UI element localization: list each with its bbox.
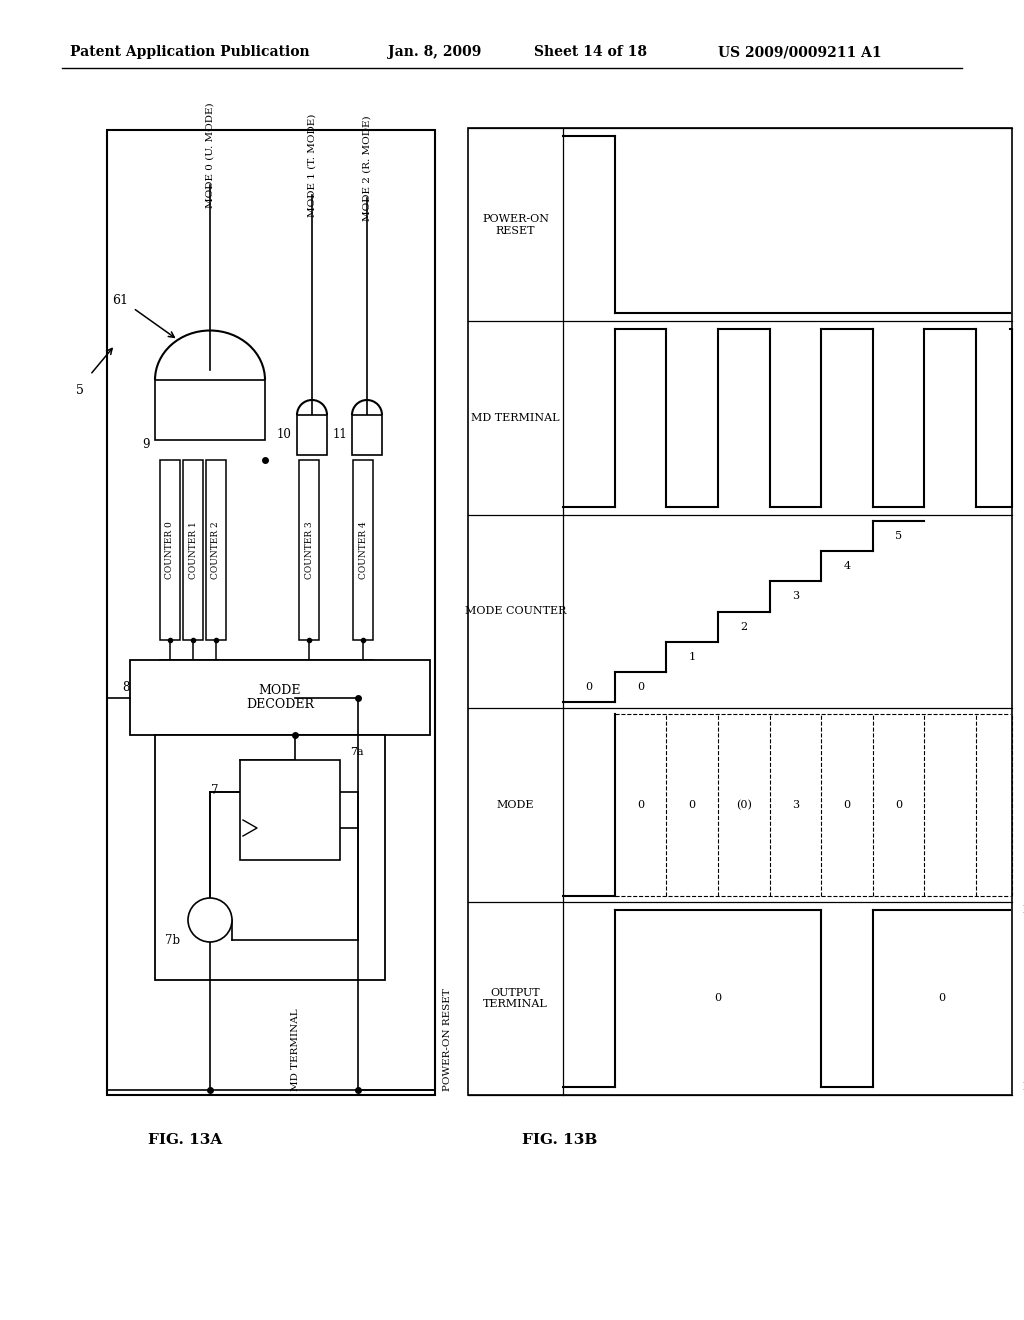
Text: MODE: MODE bbox=[497, 800, 535, 810]
Text: MD TERMINAL: MD TERMINAL bbox=[291, 1008, 299, 1092]
Text: MODE 2 (R. MODE): MODE 2 (R. MODE) bbox=[362, 115, 372, 220]
Text: H: H bbox=[1022, 904, 1024, 915]
Text: 3: 3 bbox=[792, 800, 799, 810]
Text: 5: 5 bbox=[76, 384, 84, 396]
Text: 0: 0 bbox=[688, 800, 695, 810]
Bar bbox=[106, 129, 435, 1096]
Text: L: L bbox=[1022, 1082, 1024, 1092]
Text: 11: 11 bbox=[332, 429, 347, 441]
Bar bbox=[299, 459, 319, 640]
Bar bbox=[206, 459, 226, 640]
Text: 2: 2 bbox=[740, 622, 748, 631]
Text: 0: 0 bbox=[895, 800, 902, 810]
Text: 0: 0 bbox=[715, 993, 722, 1003]
Bar bbox=[183, 459, 203, 640]
Text: Jan. 8, 2009: Jan. 8, 2009 bbox=[388, 45, 481, 59]
Text: Patent Application Publication: Patent Application Publication bbox=[71, 45, 310, 59]
Text: R: R bbox=[317, 785, 327, 799]
Text: (0): (0) bbox=[736, 800, 752, 810]
Bar bbox=[353, 459, 373, 640]
Text: Q: Q bbox=[253, 821, 263, 834]
Text: D: D bbox=[253, 785, 263, 799]
Text: MD TERMINAL: MD TERMINAL bbox=[471, 413, 560, 424]
Text: POWER-ON RESET: POWER-ON RESET bbox=[442, 989, 452, 1092]
Bar bbox=[240, 760, 340, 861]
Text: MODE 1 (T. MODE): MODE 1 (T. MODE) bbox=[307, 114, 316, 216]
Bar bbox=[352, 414, 382, 455]
Bar bbox=[160, 459, 180, 640]
Text: 3: 3 bbox=[792, 591, 799, 602]
Text: Sheet 14 of 18: Sheet 14 of 18 bbox=[534, 45, 646, 59]
Text: 5: 5 bbox=[895, 531, 902, 541]
Text: 0: 0 bbox=[844, 800, 851, 810]
Text: POWER-ON
RESET: POWER-ON RESET bbox=[482, 214, 549, 235]
Bar bbox=[468, 128, 1012, 1096]
Text: 0: 0 bbox=[637, 682, 644, 692]
Bar bbox=[297, 414, 327, 455]
Text: FIG. 13A: FIG. 13A bbox=[147, 1133, 222, 1147]
Text: MODE 0 (U. MODE): MODE 0 (U. MODE) bbox=[206, 102, 214, 207]
Text: 7a: 7a bbox=[350, 747, 364, 756]
Text: FIG. 13B: FIG. 13B bbox=[522, 1133, 598, 1147]
Bar bbox=[155, 735, 385, 979]
Text: 0: 0 bbox=[938, 993, 945, 1003]
Bar bbox=[130, 660, 430, 735]
Text: 8: 8 bbox=[122, 681, 129, 694]
Text: 7b: 7b bbox=[165, 933, 180, 946]
Text: 0: 0 bbox=[637, 800, 644, 810]
Text: 4: 4 bbox=[844, 561, 851, 572]
Text: 0: 0 bbox=[586, 682, 592, 692]
Bar bbox=[155, 380, 265, 440]
Text: MODE
DECODER: MODE DECODER bbox=[246, 684, 314, 711]
Circle shape bbox=[188, 898, 232, 942]
Text: COUNTER 2: COUNTER 2 bbox=[212, 521, 220, 578]
Text: OUTPUT
TERMINAL: OUTPUT TERMINAL bbox=[483, 987, 548, 1008]
Text: MODE COUNTER: MODE COUNTER bbox=[465, 606, 566, 616]
Text: COUNTER 0: COUNTER 0 bbox=[166, 521, 174, 579]
Text: 61: 61 bbox=[112, 293, 128, 306]
Text: 1: 1 bbox=[688, 652, 695, 661]
Text: COUNTER 3: COUNTER 3 bbox=[304, 521, 313, 578]
Text: +1: +1 bbox=[202, 915, 218, 925]
Text: COUNTER 1: COUNTER 1 bbox=[188, 521, 198, 579]
Text: 10: 10 bbox=[278, 429, 292, 441]
Text: COUNTER 4: COUNTER 4 bbox=[358, 521, 368, 579]
Text: 7: 7 bbox=[211, 784, 219, 796]
Text: 9: 9 bbox=[142, 438, 150, 451]
Text: US 2009/0009211 A1: US 2009/0009211 A1 bbox=[718, 45, 882, 59]
